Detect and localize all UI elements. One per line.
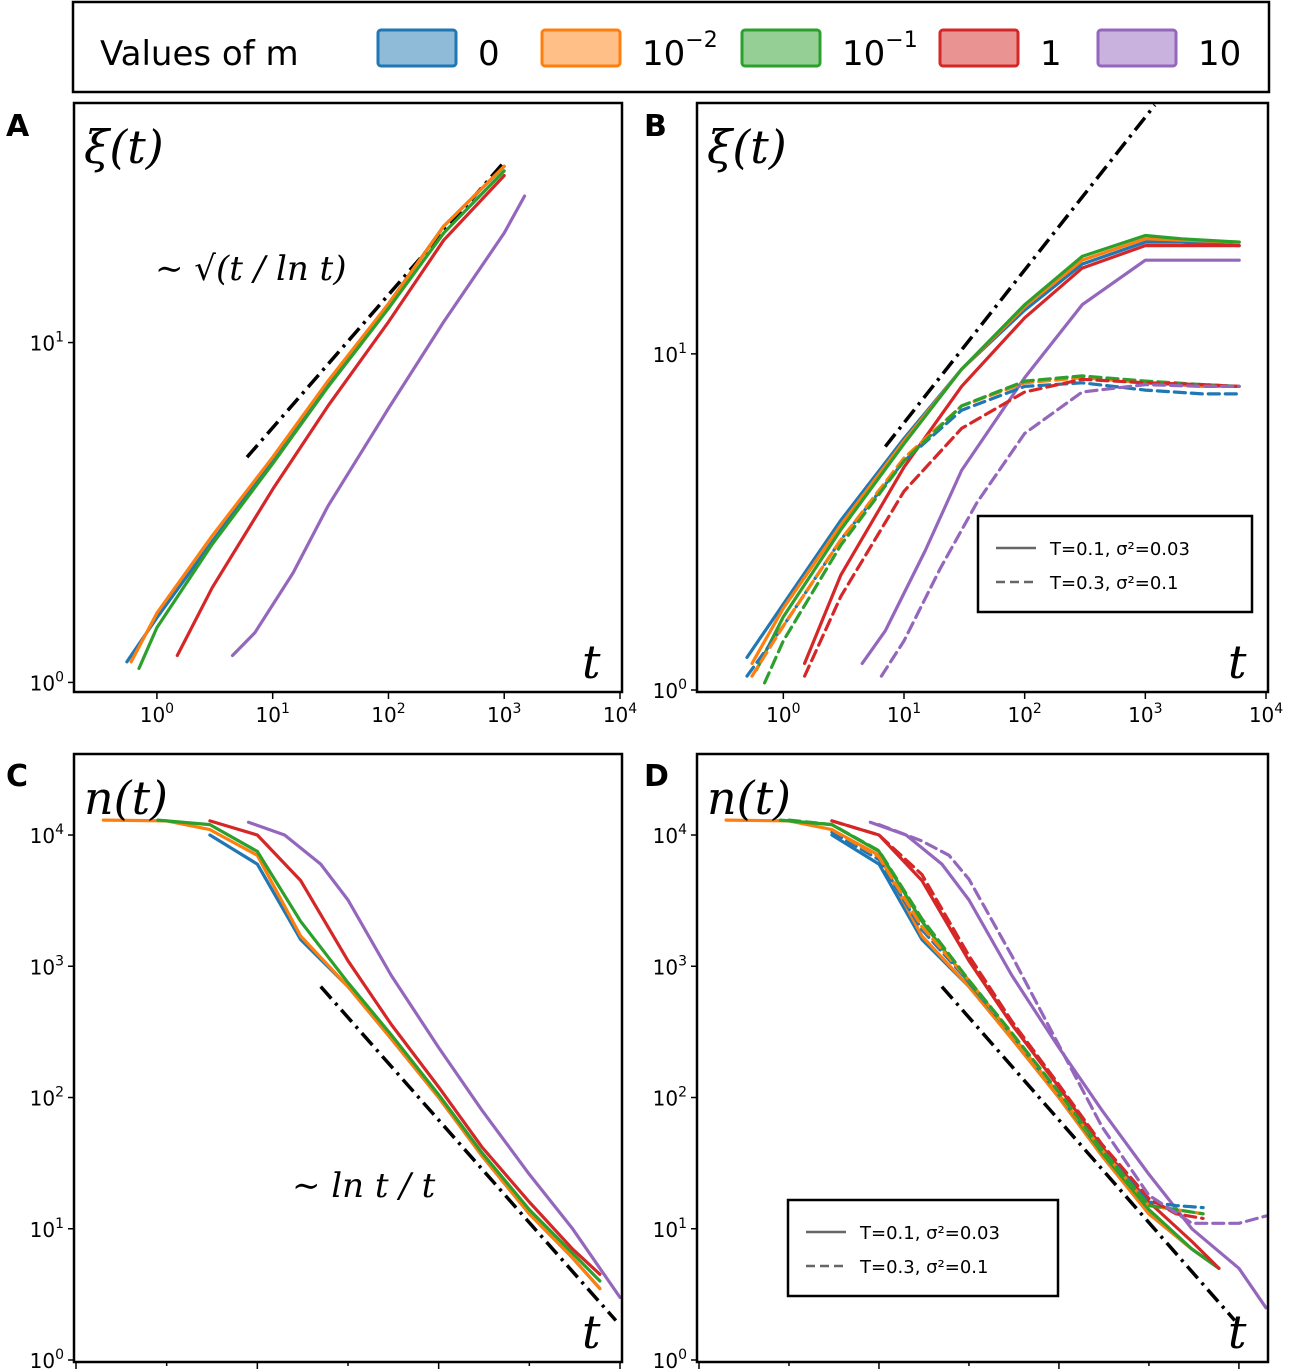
panel-letter-b: B (644, 109, 667, 144)
y-label-b: ξ(t) (707, 120, 787, 174)
legend-label-4: 10 (1198, 34, 1241, 74)
panel-b: B 100 101 102 103 104 100 101 ξ(t) t T=0.1, σ²=0.0… (644, 101, 1283, 727)
legend-swatch-3 (938, 28, 1020, 68)
series-a-solid-2 (137, 169, 506, 670)
panel-letter-d: D (644, 759, 669, 794)
legend-label-2: 10−1 (842, 28, 918, 74)
style-legend-solid-label-b: T=0.1, σ²=0.03 (1049, 539, 1190, 560)
plot-area-a (125, 160, 527, 670)
style-legend-solid-label-d: T=0.1, σ²=0.03 (859, 1223, 1000, 1244)
series-a-solid-1 (129, 164, 506, 664)
series-d-solid-1 (724, 818, 1221, 1270)
panel-c: C10−2100102104100101102103104n(t)t∼ ln t… (6, 752, 637, 1372)
y-label-d: n(t) (707, 771, 791, 825)
axes-frame-c (72, 752, 624, 1364)
style-legend-dashed-label-d: T=0.3, σ²=0.1 (859, 1257, 988, 1278)
x-tick-label-a-0: 100 (140, 701, 174, 727)
x-tick-label-a-1: 101 (256, 701, 290, 727)
x-label-a: t (582, 635, 601, 689)
style-legend-box-b (976, 514, 1254, 614)
series-b-dashed-8 (803, 377, 1241, 678)
series-c-solid-2 (156, 818, 602, 1283)
legend-swatch-1 (540, 28, 622, 68)
y-tick-label-d-0: 100 (653, 1347, 687, 1372)
y-tick-label-d-4: 104 (653, 822, 687, 848)
y-label-a: ξ(t) (84, 120, 164, 174)
x-tick-label-b-1: 101 (887, 701, 921, 727)
series-d-dashed-9 (877, 823, 1268, 1225)
y-tick-label-d-1: 101 (653, 1216, 687, 1242)
y-tick-label-b-0: 100 (653, 677, 687, 703)
plot-area-d (724, 818, 1268, 1322)
panel-letter-c: C (6, 759, 28, 794)
axes-frame-a (72, 101, 624, 694)
legend-label-3: 1 (1040, 34, 1062, 74)
series-d-solid-3 (830, 819, 1221, 1270)
x-label-c: t (582, 1305, 601, 1359)
plot-area-c (101, 818, 622, 1322)
style-legend-box-d (786, 1198, 1060, 1298)
x-tick-label-a-4: 104 (603, 701, 637, 727)
series-d-dashed-8 (830, 819, 1205, 1220)
series-b-dashed-9 (879, 383, 1241, 678)
legend-swatch-2 (740, 28, 822, 68)
y-tick-label-c-1: 101 (30, 1216, 64, 1242)
series-a-solid-4 (230, 194, 527, 658)
panel-a: A 100 101 102 103 104 100 101 ξ(t) t ∼ √(t / ln t) (6, 101, 637, 727)
series-d-dashed-5 (830, 830, 1205, 1210)
guide-line-b (883, 103, 1157, 448)
guide-line-a (245, 160, 506, 459)
legend-swatch-4 (1096, 28, 1178, 68)
guide-label-a: ∼ √(t / ln t) (155, 249, 346, 289)
y-tick-label-d-2: 102 (653, 1085, 687, 1111)
series-b-solid-3 (803, 244, 1241, 665)
x-tick-label-b-3: 103 (1128, 701, 1162, 727)
panel-letter-a: A (6, 109, 30, 144)
series-b-solid-2 (755, 233, 1241, 672)
legend-swatch-0 (376, 28, 458, 68)
series-c-solid-3 (208, 819, 602, 1276)
legend-entries: 0 10−2 10−1 1 10 (376, 28, 1241, 74)
legend-frame (71, 0, 1271, 94)
y-tick-label-c-3: 103 (30, 953, 64, 979)
x-tick-label-a-3: 103 (487, 701, 521, 727)
x-tick-label-b-2: 102 (1007, 701, 1041, 727)
series-d-dashed-6 (830, 828, 1205, 1216)
guide-line-d (940, 985, 1237, 1322)
y-tick-label-a-1: 101 (30, 330, 64, 356)
y-label-c: n(t) (84, 771, 168, 825)
x-tick-label-a-2: 102 (371, 701, 405, 727)
style-legend-dashed-label-b: T=0.3, σ²=0.1 (1049, 573, 1178, 594)
legend-title: Values of m (100, 34, 299, 74)
guide-label-c: ∼ ln t / t (292, 1166, 436, 1206)
y-tick-label-a-0: 100 (30, 669, 64, 695)
x-label-d: t (1228, 1305, 1247, 1359)
x-tick-label-b-4: 104 (1249, 701, 1283, 727)
y-tick-label-c-0: 100 (30, 1347, 64, 1372)
series-d-dashed-7 (787, 818, 1205, 1216)
legend-label-1: 10−2 (642, 28, 718, 74)
x-tick-label-b-0: 100 (766, 701, 800, 727)
series-c-solid-4 (246, 820, 622, 1299)
x-label-b: t (1228, 635, 1247, 689)
y-tick-label-d-3: 103 (653, 953, 687, 979)
panel-d: D10−2100102104100101102103104n(t)tT=0.1,… (644, 752, 1270, 1372)
guide-line-c (319, 985, 618, 1322)
y-tick-label-c-2: 102 (30, 1085, 64, 1111)
plot-area-b (745, 103, 1241, 685)
axes-frame-b (695, 101, 1270, 694)
legend-label-0: 0 (478, 34, 500, 74)
series-c-solid-1 (101, 818, 602, 1291)
y-tick-label-c-4: 104 (30, 822, 64, 848)
y-tick-label-b-1: 101 (653, 341, 687, 367)
series-a-solid-3 (175, 174, 506, 658)
axes-frame-d (695, 752, 1270, 1364)
series-b-solid-4 (860, 258, 1241, 665)
